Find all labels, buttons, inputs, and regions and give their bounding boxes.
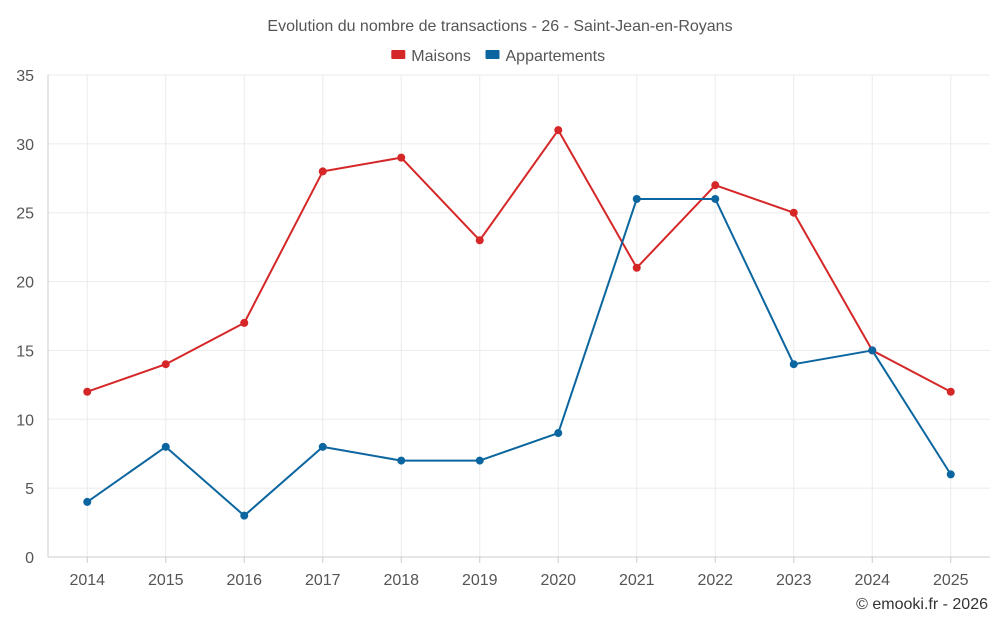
credit: © emooki.fr - 2026 — [856, 596, 988, 613]
data-point-appartements-2019[interactable] — [475, 456, 484, 465]
data-point-appartements-2021[interactable] — [632, 194, 641, 203]
data-point-appartements-2015[interactable] — [161, 442, 170, 451]
x-tick-label: 2021 — [619, 572, 655, 589]
data-point-appartements-2025[interactable] — [946, 470, 955, 479]
chart-title: Evolution du nombre de transactions - 26… — [267, 18, 732, 35]
data-point-maisons-2018[interactable] — [397, 153, 406, 162]
data-point-appartements-2023[interactable] — [789, 360, 798, 369]
y-tick-label: 35 — [16, 68, 34, 85]
data-point-maisons-2023[interactable] — [789, 208, 798, 217]
legend-item-maisons[interactable]: Maisons — [391, 48, 471, 65]
legend: Maisons Appartements — [391, 48, 605, 65]
data-point-appartements-2014[interactable] — [83, 497, 92, 506]
y-tick-label: 20 — [16, 275, 34, 292]
data-point-maisons-2021[interactable] — [632, 263, 641, 272]
data-point-appartements-2016[interactable] — [240, 511, 249, 520]
x-tick-label: 2024 — [854, 572, 890, 589]
data-point-maisons-2017[interactable] — [318, 167, 327, 176]
x-tick-label: 2018 — [383, 572, 419, 589]
data-point-appartements-2020[interactable] — [554, 429, 563, 438]
x-tick-label: 2019 — [462, 572, 498, 589]
y-axis: 0 5 10 15 20 25 30 35 — [16, 68, 34, 567]
grid — [47, 74, 990, 558]
y-tick-label: 10 — [16, 412, 34, 429]
y-tick-label: 0 — [25, 550, 34, 567]
data-point-maisons-2019[interactable] — [475, 236, 484, 245]
series-line-appartements — [86, 197, 952, 517]
y-tick-label: 25 — [16, 206, 34, 223]
legend-label: Maisons — [411, 48, 471, 65]
legend-item-appartements[interactable]: Appartements — [485, 48, 606, 65]
y-tick-label: 15 — [16, 343, 34, 360]
x-tick-label: 2016 — [226, 572, 262, 589]
legend-swatch — [485, 50, 500, 59]
series-layer — [83, 126, 955, 520]
data-point-maisons-2025[interactable] — [946, 387, 955, 396]
data-point-maisons-2022[interactable] — [711, 181, 720, 190]
data-point-maisons-2015[interactable] — [161, 360, 170, 369]
data-point-maisons-2016[interactable] — [240, 318, 249, 327]
series-maisons — [83, 126, 955, 396]
legend-swatch — [391, 50, 406, 59]
legend-label: Appartements — [506, 48, 606, 65]
data-point-appartements-2018[interactable] — [397, 456, 406, 465]
data-point-maisons-2014[interactable] — [83, 387, 92, 396]
x-tick-label: 2022 — [697, 572, 733, 589]
y-tick-label: 30 — [16, 137, 34, 154]
x-tick-label: 2025 — [933, 572, 969, 589]
x-tick-label: 2014 — [69, 572, 105, 589]
data-point-appartements-2024[interactable] — [868, 346, 877, 355]
x-tick-label: 2023 — [776, 572, 812, 589]
data-point-maisons-2020[interactable] — [554, 126, 563, 135]
x-axis: 2014 2015 2016 2017 2018 2019 2020 2021 2022 2023… — [69, 557, 969, 589]
series-line-maisons — [86, 129, 952, 393]
x-tick-label: 2015 — [148, 572, 184, 589]
data-point-appartements-2022[interactable] — [711, 194, 720, 203]
data-point-appartements-2017[interactable] — [318, 442, 327, 451]
y-tick-label: 5 — [25, 481, 34, 498]
x-tick-label: 2017 — [305, 572, 341, 589]
series-appartements — [83, 194, 955, 520]
x-tick-label: 2020 — [540, 572, 576, 589]
